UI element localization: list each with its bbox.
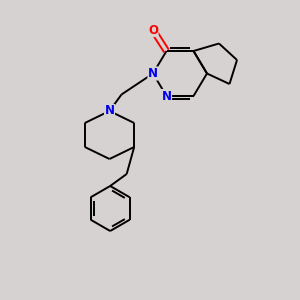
Text: N: N — [161, 89, 172, 103]
Text: O: O — [148, 23, 158, 37]
Text: N: N — [148, 67, 158, 80]
Text: N: N — [104, 104, 115, 118]
